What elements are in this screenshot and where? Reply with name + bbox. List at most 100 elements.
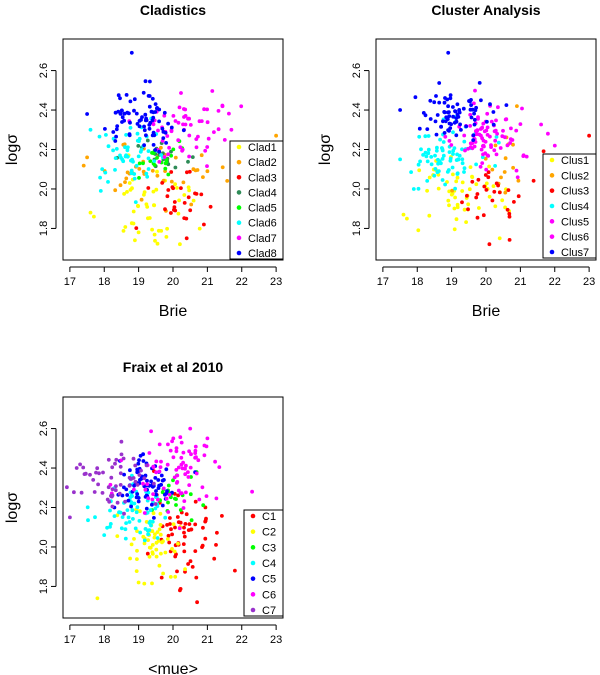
data-point-clad1: [164, 235, 169, 239]
legend-marker: [250, 576, 256, 581]
data-point-clad6: [129, 171, 134, 176]
data-point-clus1: [451, 172, 455, 177]
data-point-c7: [153, 502, 158, 506]
data-point-clad7: [222, 138, 227, 142]
data-point-c6: [147, 451, 152, 455]
data-point-clus5: [520, 106, 524, 111]
data-point-clad6: [124, 133, 128, 137]
data-point-clus3: [541, 149, 546, 154]
data-point-c6: [178, 435, 183, 440]
data-point-clus7: [504, 103, 509, 107]
data-point-clad2: [118, 183, 123, 188]
data-point-c7: [101, 470, 105, 475]
data-point-clus5: [494, 152, 499, 157]
data-point-c5: [141, 459, 146, 463]
data-point-clad1: [153, 238, 157, 243]
data-point-clad6: [136, 154, 141, 159]
data-point-c4: [130, 508, 135, 512]
data-point-clad2: [199, 153, 204, 158]
data-point-clus5: [503, 117, 508, 122]
data-point-c3: [201, 503, 206, 508]
data-point-c5: [136, 461, 141, 466]
data-point-clad8: [134, 111, 139, 116]
data-point-clus1: [427, 175, 432, 180]
data-point-clad6: [146, 167, 151, 171]
legend-marker: [236, 220, 242, 226]
data-point-clad5: [137, 161, 142, 166]
data-point-c6: [150, 497, 155, 502]
data-point-c1: [220, 514, 224, 518]
data-point-clus7: [479, 98, 483, 103]
data-point-c4: [117, 510, 121, 515]
data-point-clus7: [488, 102, 492, 107]
y-tick-label: 2.6: [351, 63, 363, 78]
data-point-clus7: [474, 105, 478, 110]
data-point-clus1: [467, 187, 472, 192]
data-point-clad1: [144, 202, 149, 207]
data-point-clus6: [462, 133, 467, 138]
data-point-clad6: [113, 168, 117, 172]
data-point-clus5: [493, 138, 498, 143]
data-point-clad8: [151, 110, 156, 115]
data-point-clad3: [179, 186, 183, 191]
data-point-clad7: [212, 130, 216, 135]
data-point-c7: [88, 472, 92, 477]
data-point-c6: [167, 492, 172, 497]
data-point-clad1: [142, 192, 146, 197]
data-point-c1: [194, 575, 199, 580]
x-tick-label: 21: [201, 276, 213, 288]
data-point-clus7: [442, 110, 447, 114]
data-point-clus7: [469, 115, 474, 120]
data-point-clus7: [471, 133, 476, 138]
x-axis-label: Brie: [472, 303, 501, 320]
legend-entry: Clus4: [561, 201, 589, 213]
data-point-clad2: [274, 133, 278, 138]
data-point-c1: [182, 534, 187, 539]
data-point-clus6: [474, 132, 479, 137]
data-point-c5: [144, 506, 149, 511]
data-point-clad3: [182, 216, 187, 221]
x-tick-label: 23: [270, 276, 282, 288]
data-point-clad8: [132, 97, 137, 102]
data-point-clus7: [441, 119, 445, 124]
data-point-clad8: [169, 125, 174, 130]
data-point-clad7: [196, 134, 200, 139]
data-point-clad1: [121, 229, 126, 233]
data-point-c1: [233, 568, 237, 573]
data-point-c1: [168, 522, 172, 526]
data-point-clad8: [151, 130, 156, 135]
data-point-c3: [189, 518, 194, 523]
data-point-c5: [145, 478, 149, 483]
data-point-c2: [159, 551, 163, 556]
data-point-clad8: [124, 93, 129, 97]
data-point-clad8: [128, 99, 133, 104]
data-point-clus3: [531, 178, 536, 183]
data-point-clus4: [425, 159, 430, 164]
data-point-clad8: [120, 120, 124, 124]
data-point-c1: [175, 515, 180, 519]
data-point-c6: [171, 436, 176, 441]
data-point-clus1: [462, 207, 467, 212]
data-point-c1: [166, 533, 171, 538]
data-point-c2: [136, 580, 141, 585]
data-point-clus5: [473, 88, 477, 93]
legend: Clad1 Clad2 Clad3 Clad4 Clad5 Clad6 Clad7 Clad8: [229, 140, 284, 260]
data-point-clad4: [145, 138, 150, 143]
data-point-c6: [158, 465, 163, 469]
data-point-c4: [123, 527, 128, 532]
points: [81, 50, 278, 247]
data-point-clad4: [173, 165, 178, 170]
data-point-clus1: [491, 184, 496, 189]
data-point-clad7: [179, 91, 183, 95]
data-point-clus7: [425, 127, 430, 131]
data-point-c6: [176, 465, 181, 470]
legend-entry: Clad5: [248, 203, 277, 215]
data-point-c7: [79, 490, 84, 495]
data-point-c2: [173, 574, 178, 579]
data-point-clad8: [144, 133, 148, 138]
data-point-clad7: [167, 145, 172, 150]
data-point-clad7: [176, 138, 181, 143]
data-point-c1: [159, 575, 164, 580]
data-point-clad8: [148, 79, 152, 84]
data-point-clus7: [446, 128, 450, 133]
